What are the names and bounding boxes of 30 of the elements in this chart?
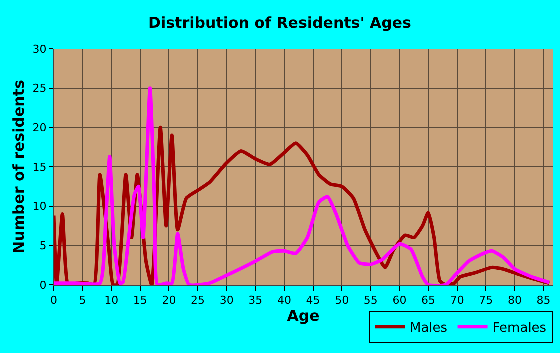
legend-label: Males: [410, 320, 448, 336]
x-tick-label: 65: [422, 294, 436, 308]
y-tick-label: 30: [32, 42, 47, 56]
x-tick-label: 0: [50, 294, 58, 308]
x-tick-label: 10: [104, 294, 119, 308]
y-tick-label: 10: [32, 200, 47, 214]
x-tick-label: 35: [248, 294, 263, 308]
x-tick-label: 85: [536, 294, 551, 308]
x-tick-label: 15: [133, 294, 148, 308]
y-axis-title: Number of residents: [10, 80, 28, 254]
x-tick-label: 40: [277, 294, 292, 308]
x-tick-label: 70: [450, 294, 464, 308]
x-tick-label: 5: [79, 294, 86, 308]
x-tick-label: 75: [479, 294, 494, 308]
y-tick-label: 5: [40, 240, 47, 253]
chart-title: Distribution of Residents' Ages: [148, 14, 412, 32]
legend-label: Females: [492, 320, 547, 336]
y-tick-label: 20: [32, 122, 47, 135]
x-tick-label: 30: [220, 294, 234, 308]
x-tick-label: 25: [191, 294, 206, 308]
x-axis-title: Age: [287, 307, 320, 326]
y-tick-label: 0: [40, 278, 47, 292]
x-tick-label: 45: [306, 294, 320, 308]
x-tick-label: 60: [392, 294, 407, 308]
y-tick-label: 15: [32, 160, 47, 174]
x-tick-label: 50: [335, 294, 350, 308]
x-tick-label: 20: [162, 294, 176, 308]
x-tick-label: 80: [508, 294, 522, 308]
y-tick-label: 25: [32, 82, 47, 96]
x-tick-label: 55: [364, 294, 378, 308]
